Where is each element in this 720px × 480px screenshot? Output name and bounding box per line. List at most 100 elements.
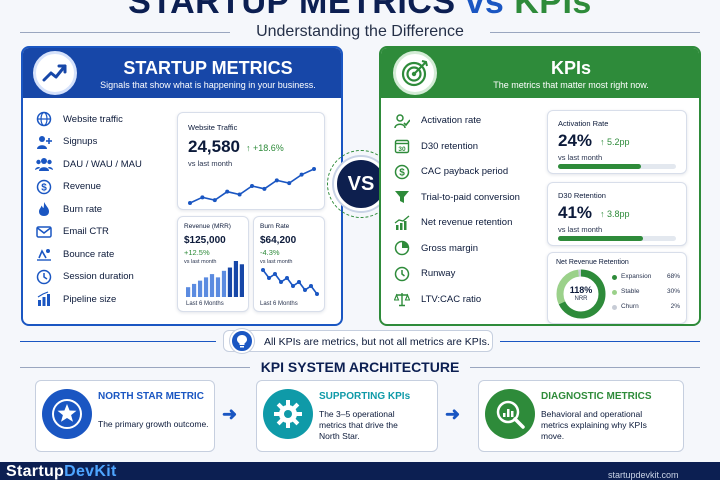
data-point [237,192,242,197]
list-item-label: CAC payback period [421,166,509,178]
users-icon [35,155,53,173]
legend-label: Stable [621,288,640,295]
list-item-label: Signups [63,136,98,148]
metrics-panel-header: STARTUP METRICS Signals that show what i… [23,48,341,98]
arch-card-desc: The primary growth outcome. [98,419,209,429]
list-item-label: Runway [421,268,456,280]
card-value: 24% [558,131,593,150]
page-subtitle: Understanding the Difference [256,23,464,40]
data-point [225,189,230,194]
legend-value: 2% [670,303,680,310]
card-note: vs last month [260,259,293,265]
data-point [285,276,289,280]
kpi-panel-title: KPIs [550,58,592,78]
card-delta: ↑ +18.6% [246,143,284,153]
legend-value: 30% [666,288,680,295]
card-delta: ↑ 3.8pp [600,209,630,219]
card-title: Net Revenue Retention [556,259,629,266]
card-delta: -4.3% [260,248,280,257]
list-item-label: DAU / WAU / MAU [63,158,142,170]
footer-link[interactable]: startupdevkit.com [608,470,679,480]
list-item: Email CTR [23,221,183,244]
nrr-center-value: 118% [569,285,593,295]
star-icon [42,389,92,439]
key-note-text: All KPIs are metrics, but not all metric… [264,336,490,348]
list-item: Gross margin [381,236,541,262]
list-item: Signups [23,131,183,154]
activation-progress-track [558,164,676,169]
data-point [188,201,192,205]
footer-bar [0,462,720,480]
list-item: Pipeline size [23,288,183,311]
legend-dot [612,275,617,280]
list-item-label: Burn rate [63,203,103,215]
title-metrics: STARTUP METRICS [128,0,456,21]
list-item: $ CAC payback period [381,159,541,185]
pie-icon [393,239,411,257]
card-title: Website Traffic [188,123,238,132]
data-point [274,178,279,183]
card-title: Activation Rate [558,119,609,128]
list-item-label: LTV:CAC ratio [421,293,482,305]
legend-dot [612,305,617,310]
card-note: vs last month [184,259,217,265]
list-item: DAU / WAU / MAU [23,153,183,176]
revenue-bar [186,287,191,297]
card-value: 41% [558,203,593,222]
list-item-label: Revenue [63,181,102,193]
list-item-label: Bounce rate [63,248,115,260]
title-vs: vs [465,0,505,21]
arch-card-desc: Behavioral and operational metrics expla… [541,409,647,441]
data-point [299,172,304,177]
list-item: Website traffic [23,108,183,131]
card-note: vs last month [558,153,603,162]
list-item: $ Revenue [23,176,183,199]
data-point [315,292,319,296]
user-check-icon [393,112,411,130]
revenue-bar [221,270,227,297]
target-icon [393,51,437,95]
user-plus-icon [35,133,53,151]
revenue-bar [233,261,239,297]
arch-rule-left [20,367,250,368]
arch-card-title: NORTH STAR METRIC [98,391,204,402]
data-point [279,280,283,284]
donut-slice [556,269,606,319]
list-item-label: Net revenue retention [421,217,513,229]
arch-card-title: DIAGNOSTIC METRICS [541,391,652,402]
svg-text:30: 30 [398,146,406,153]
list-item-label: Trial-to-paid conversion [421,191,520,203]
list-item-label: Email CTR [63,226,109,238]
arrow-right-icon: ➜ [222,404,238,424]
card-title: Revenue (MRR) [184,223,231,230]
legend-label: Expansion [621,273,652,280]
website-traffic-card: Website Traffic 24,580 ↑ +18.6% vs last … [177,112,325,210]
data-point [287,181,292,186]
gear-icon [263,389,313,439]
traffic-line-chart [188,167,316,205]
data-point [212,198,217,203]
bar-chart-icon [35,290,53,308]
lightbulb-icon [230,329,254,353]
note-rule-left [20,341,216,342]
arch-card-desc: The 3–5 operational metrics that drive t… [319,409,398,441]
revenue-bar [227,267,233,297]
brand-name-b: DevKit [64,463,117,480]
data-point [297,280,301,284]
data-point [200,195,205,200]
kpi-list: Activation rate 30 D30 retention $ CAC p… [381,108,541,312]
retention-progress-track [558,236,676,241]
revenue-card: Revenue (MRR) $125,000 +12.5% vs last mo… [177,216,249,312]
d30-retention-card: D30 Retention 41% ↑ 3.8pp vs last month [547,182,687,246]
svg-text:$: $ [41,182,47,193]
brand-logo: StartupDevKit [6,463,117,480]
revenue-bar-chart [186,261,244,297]
data-point [309,284,313,288]
metrics-panel-title: STARTUP METRICS [123,58,293,78]
burn-rate-card: Burn Rate $64,200 -4.3% vs last month La… [253,216,325,312]
north-star-card: NORTH STAR METRIC The primary growth out… [35,380,215,452]
kpi-panel-header: KPIs The metrics that matter most right … [381,48,699,98]
metrics-panel: STARTUP METRICS Signals that show what i… [21,46,343,326]
list-item: LTV:CAC ratio [381,287,541,313]
calendar-30-icon: 30 [393,137,411,155]
